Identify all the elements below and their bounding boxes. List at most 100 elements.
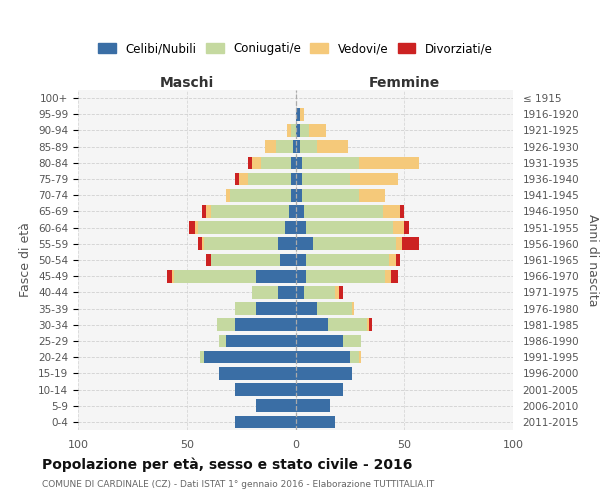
Bar — [200, 351, 204, 364]
Bar — [211, 254, 280, 266]
Bar — [296, 238, 313, 250]
Bar — [276, 140, 293, 153]
Bar — [359, 351, 361, 364]
Bar — [359, 156, 419, 169]
Bar — [328, 318, 367, 331]
Bar — [308, 124, 326, 137]
Bar — [302, 156, 359, 169]
Bar — [278, 238, 296, 250]
Bar — [202, 238, 204, 250]
Bar — [394, 222, 404, 234]
Legend: Celibi/Nubili, Coniugati/e, Vedovi/e, Divorziati/e: Celibi/Nubili, Coniugati/e, Vedovi/e, Di… — [94, 38, 497, 60]
Bar — [289, 205, 296, 218]
Bar — [395, 254, 400, 266]
Bar — [189, 222, 196, 234]
Bar — [256, 400, 296, 412]
Bar — [296, 416, 335, 428]
Bar — [235, 302, 256, 315]
Bar — [350, 172, 398, 186]
Bar — [296, 351, 350, 364]
Bar — [313, 238, 395, 250]
Bar — [300, 140, 317, 153]
Bar — [391, 270, 398, 282]
Bar — [296, 334, 343, 347]
Bar — [370, 318, 371, 331]
Bar — [307, 254, 389, 266]
Bar — [404, 222, 409, 234]
Bar — [350, 351, 359, 364]
Bar — [197, 238, 202, 250]
Bar — [302, 172, 350, 186]
Bar — [291, 156, 296, 169]
Bar — [296, 156, 302, 169]
Bar — [206, 254, 211, 266]
Bar — [291, 172, 296, 186]
Bar — [296, 383, 343, 396]
Bar — [293, 140, 296, 153]
Bar — [296, 222, 307, 234]
Text: COMUNE DI CARDINALE (CZ) - Dati ISTAT 1° gennaio 2016 - Elaborazione TUTTITALIA.: COMUNE DI CARDINALE (CZ) - Dati ISTAT 1°… — [42, 480, 434, 489]
Bar — [252, 286, 278, 298]
Bar — [296, 318, 328, 331]
Bar — [385, 270, 391, 282]
Bar — [296, 205, 304, 218]
Bar — [206, 205, 211, 218]
Bar — [217, 318, 235, 331]
Bar — [239, 172, 248, 186]
Bar — [296, 140, 300, 153]
Bar — [300, 108, 304, 120]
Bar — [235, 383, 296, 396]
Bar — [230, 189, 291, 202]
Bar — [256, 270, 296, 282]
Bar — [252, 156, 260, 169]
Y-axis label: Fasce di età: Fasce di età — [19, 222, 32, 298]
Bar — [317, 302, 352, 315]
Bar — [296, 400, 331, 412]
Bar — [204, 351, 296, 364]
Bar — [296, 254, 307, 266]
Bar — [296, 286, 304, 298]
Bar — [367, 318, 370, 331]
Bar — [235, 318, 296, 331]
Bar — [248, 156, 252, 169]
Bar — [339, 286, 343, 298]
Bar — [248, 172, 291, 186]
Bar — [352, 302, 354, 315]
Bar — [400, 205, 404, 218]
Bar — [291, 124, 296, 137]
Bar — [260, 156, 291, 169]
Bar — [256, 302, 296, 315]
Bar — [278, 286, 296, 298]
Bar — [197, 222, 284, 234]
Bar — [296, 108, 300, 120]
Bar — [196, 222, 197, 234]
Bar — [317, 140, 348, 153]
Text: Popolazione per età, sesso e stato civile - 2016: Popolazione per età, sesso e stato civil… — [42, 458, 412, 472]
Bar — [265, 140, 276, 153]
Bar — [296, 302, 317, 315]
Bar — [304, 286, 335, 298]
Bar — [296, 189, 302, 202]
Bar — [402, 238, 419, 250]
Bar — [235, 172, 239, 186]
Bar — [226, 334, 296, 347]
Bar — [389, 254, 395, 266]
Bar — [220, 334, 226, 347]
Bar — [226, 189, 230, 202]
Bar — [343, 334, 361, 347]
Bar — [359, 189, 385, 202]
Bar — [302, 189, 359, 202]
Bar — [307, 270, 385, 282]
Bar — [383, 205, 400, 218]
Bar — [284, 222, 296, 234]
Bar — [304, 205, 383, 218]
Bar — [172, 270, 174, 282]
Bar — [335, 286, 339, 298]
Bar — [296, 367, 352, 380]
Bar — [291, 189, 296, 202]
Text: Maschi: Maschi — [160, 76, 214, 90]
Bar — [307, 222, 394, 234]
Bar — [235, 416, 296, 428]
Bar — [300, 124, 308, 137]
Text: Femmine: Femmine — [368, 76, 440, 90]
